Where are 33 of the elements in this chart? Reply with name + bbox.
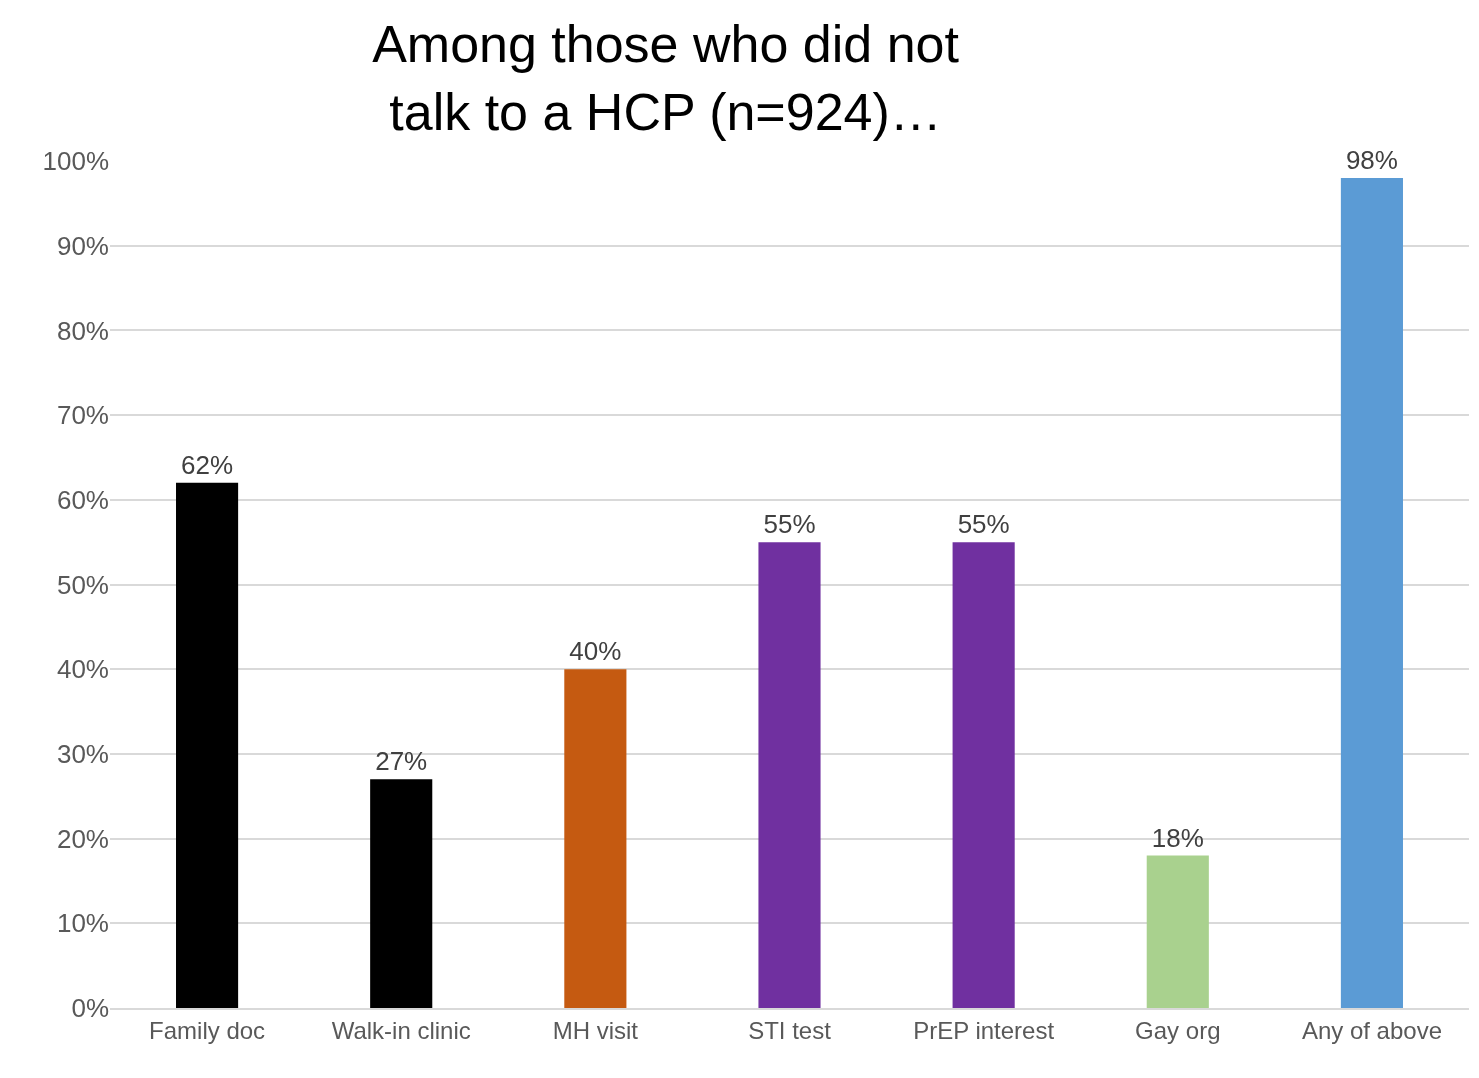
x-tick-label: PrEP interest [913, 1016, 1055, 1044]
data-label: 55% [763, 509, 816, 540]
bar [564, 669, 627, 1008]
x-tick-label: Walk-in clinic [331, 1016, 471, 1044]
x-tick-label: Any of above [1301, 1016, 1442, 1044]
y-tick-label: 80% [56, 315, 109, 346]
bar [176, 482, 239, 1008]
data-label: 62% [181, 449, 234, 480]
data-label: 98% [1345, 144, 1398, 175]
bar [758, 542, 821, 1008]
x-tick-label: Gay org [1135, 1016, 1221, 1044]
bar [1340, 177, 1403, 1008]
y-tick-label: 90% [56, 230, 109, 261]
x-tick-label: Family doc [149, 1016, 266, 1044]
y-tick-label: 20% [56, 823, 109, 854]
y-tick-label: 50% [56, 569, 109, 600]
y-tick-label: 40% [56, 654, 109, 685]
data-label: 27% [375, 746, 428, 777]
data-label: 55% [957, 509, 1010, 540]
x-tick-label: MH visit [552, 1016, 639, 1044]
bar [1146, 855, 1209, 1008]
bar [952, 542, 1015, 1008]
y-tick-label: 100% [42, 146, 109, 177]
x-tick-label: STI test [748, 1016, 832, 1044]
y-tick-label: 30% [56, 739, 109, 769]
chart-title: Among those who did not talk to a HCP (n=924)… [372, 15, 960, 141]
y-tick-label: 70% [56, 400, 109, 431]
y-tick-label: 60% [56, 484, 109, 515]
data-label: 40% [569, 636, 622, 667]
data-label: 18% [1151, 822, 1204, 853]
y-tick-label: 0% [71, 993, 109, 1024]
bar [370, 779, 433, 1008]
y-tick-label: 10% [56, 908, 109, 939]
